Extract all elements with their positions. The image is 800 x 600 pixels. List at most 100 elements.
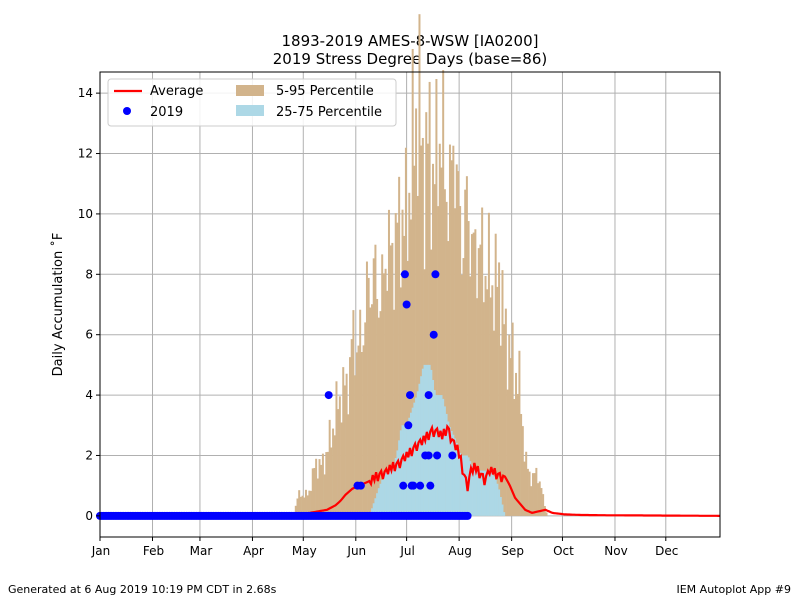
year-point	[406, 391, 414, 400]
percentile-75-bar	[460, 455, 463, 516]
footer-generated-text: Generated at 6 Aug 2019 10:19 PM CDT in …	[8, 583, 277, 596]
series-5-95-percentile	[293, 14, 548, 516]
series-2019-points	[96, 270, 472, 520]
percentile-95-bar	[394, 213, 397, 516]
percentile-75-bar	[493, 476, 495, 516]
year-point	[431, 270, 440, 279]
percentile-95-bar	[408, 192, 411, 516]
y-tick-label: 0	[85, 509, 93, 523]
percentile-75-bar	[479, 470, 482, 516]
percentile-75-bar	[416, 391, 419, 516]
percentile-95-bar	[472, 232, 475, 516]
percentile-75-bar	[489, 470, 492, 516]
percentile-95-bar	[311, 468, 314, 516]
percentile-95-bar	[415, 108, 418, 516]
percentile-75-bar	[398, 440, 401, 516]
percentile-95-bar	[386, 290, 389, 516]
x-tick-label: Nov	[604, 544, 627, 558]
percentile-95-bar	[352, 310, 355, 516]
percentile-95-bar	[421, 137, 424, 516]
percentile-75-bar	[499, 496, 502, 516]
percentile-95-bar	[381, 254, 384, 516]
percentile-95-bar	[384, 268, 387, 516]
percentile-95-bar	[467, 221, 470, 516]
year-point	[433, 451, 442, 460]
percentile-75-bar	[377, 488, 380, 516]
percentile-95-bar	[528, 471, 531, 516]
percentile-95-bar	[433, 184, 436, 516]
year-point	[356, 481, 365, 490]
percentile-95-bar	[410, 219, 412, 516]
percentile-95-bar	[438, 143, 441, 516]
year-point	[426, 481, 435, 490]
percentile-75-bar	[462, 455, 465, 516]
percentile-75-bar	[450, 430, 453, 516]
percentile-95-bar	[454, 208, 457, 516]
percentile-95-bar	[530, 486, 533, 516]
y-tick-label: 14	[78, 86, 93, 100]
percentile-95-bar	[511, 322, 514, 516]
x-tick-label: Apr	[243, 544, 264, 558]
percentile-95-bar	[418, 14, 421, 516]
percentile-95-bar	[481, 207, 484, 516]
legend-2019-label: 2019	[150, 105, 183, 120]
percentile-75-bar	[381, 480, 384, 516]
percentile-75-bar	[494, 480, 497, 516]
x-tick-label: Sep	[501, 544, 524, 558]
percentile-95-bar	[476, 298, 479, 516]
percentile-95-bar	[445, 201, 448, 516]
percentile-95-bar	[321, 453, 324, 516]
percentile-95-bar	[387, 209, 390, 516]
percentile-95-bar	[362, 345, 365, 516]
percentile-95-bar	[325, 452, 328, 516]
percentile-95-bar	[526, 468, 529, 516]
year-point	[399, 481, 408, 490]
percentile-95-bar	[437, 206, 440, 516]
y-tick-label: 2	[85, 448, 93, 462]
percentile-75-bar	[389, 470, 392, 516]
percentile-95-bar	[399, 287, 402, 516]
year-point	[404, 421, 413, 430]
percentile-95-bar	[332, 428, 335, 516]
percentile-95-bar	[337, 409, 340, 516]
percentile-95-bar	[460, 274, 463, 516]
x-tick-label: Dec	[655, 544, 678, 558]
percentile-95-bar	[393, 309, 396, 516]
percentile-95-bar	[518, 350, 521, 516]
percentile-95-bar	[535, 467, 538, 516]
year-point	[400, 270, 409, 279]
percentile-95-bar	[372, 258, 375, 516]
percentile-95-bar	[364, 322, 367, 516]
x-tick-label: May	[292, 544, 317, 558]
percentile-75-bar	[410, 412, 412, 516]
percentile-75-bar	[448, 427, 451, 516]
year-point	[402, 300, 411, 309]
year-point	[429, 330, 438, 339]
percentile-95-bar	[306, 495, 309, 516]
percentile-95-bar	[360, 351, 363, 516]
legend-2019-swatch	[123, 107, 131, 115]
percentile-95-bar	[413, 165, 416, 516]
percentile-95-bar	[299, 496, 302, 516]
percentile-95-bar	[335, 381, 338, 516]
percentile-95-bar	[333, 435, 336, 516]
percentile-95-bar	[531, 473, 534, 516]
legend-5-95-label: 5-95 Percentile	[276, 84, 374, 99]
percentile-75-bar	[459, 452, 462, 516]
percentile-95-bar	[457, 171, 460, 516]
percentile-95-bar	[382, 273, 385, 516]
percentile-75-bar	[443, 406, 446, 516]
percentile-95-bar	[426, 143, 429, 516]
percentile-95-bar	[443, 189, 446, 516]
year-point	[324, 391, 333, 400]
percentile-75-bar	[430, 369, 433, 516]
percentile-95-bar	[504, 308, 507, 516]
percentile-75-bar	[393, 463, 396, 516]
percentile-95-bar	[354, 375, 357, 516]
percentile-95-bar	[494, 233, 497, 516]
y-tick-label: 8	[85, 267, 93, 281]
legend-box	[107, 78, 397, 127]
percentile-95-bar	[328, 419, 331, 516]
percentile-95-bar	[447, 241, 450, 516]
x-tick-label: Aug	[448, 544, 471, 558]
